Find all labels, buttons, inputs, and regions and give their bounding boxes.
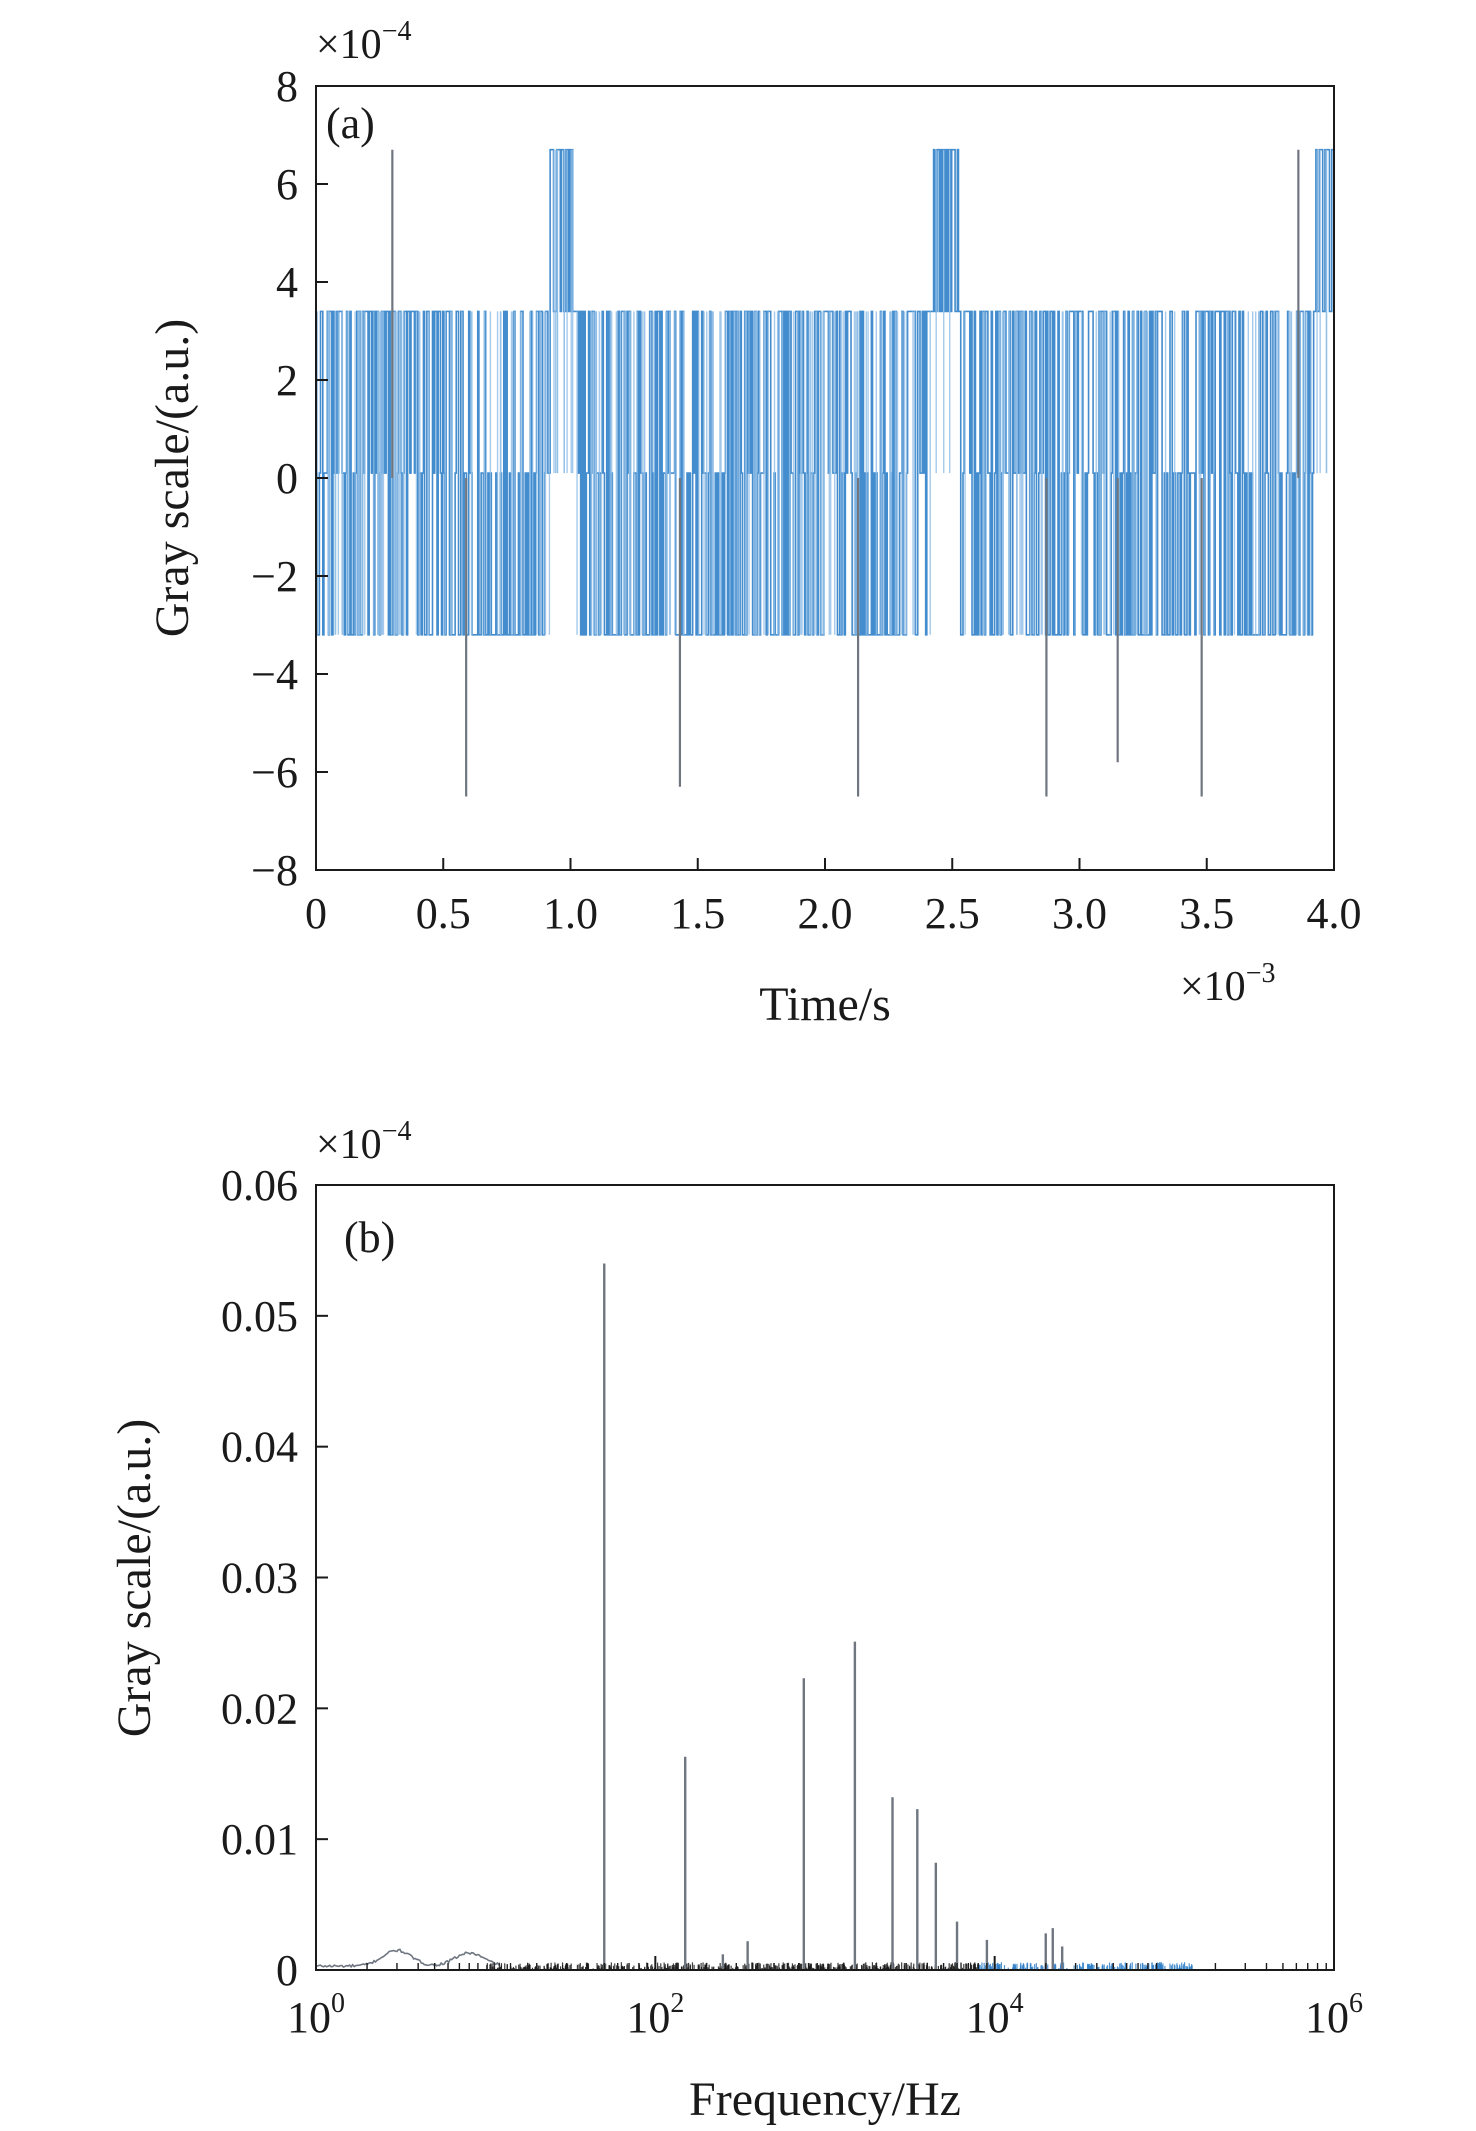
panel-a-label: (a) [326,99,375,148]
panel-b-ticks: 100 102 104 106 0 0.01 0.02 0.03 0.04 0.05 0.06 [221,1161,1363,2042]
panel-a-x-multiplier: ×10−3 [1180,958,1275,1010]
panel-a-x-multiplier-exp: −3 [1246,958,1276,989]
panel-a-y-multiplier: ×10−4 [316,16,411,68]
panel-b-y-tick-label: 0.01 [221,1815,298,1864]
panel-b-x-tick-label: 100 [287,1988,345,2042]
panel-b-y-tick-label: 0.06 [221,1161,298,1210]
panel-b-y-multiplier: ×10−4 [316,1116,411,1168]
panel-a-time-series: 0 0.5 1.0 1.5 2.0 2.5 3.0 3.5 4.0 −8 −6 −4 −2 0 2 4 6 8 (… [146,16,1362,1031]
panel-b-x-axis-title: Frequency/Hz [689,2073,961,2126]
panel-a-x-multiplier-base: ×10 [1180,964,1246,1010]
panel-a-y-tick-label: 8 [276,62,298,111]
panel-a-y-tick-label: 2 [276,356,298,405]
panel-a-y-multiplier-base: ×10 [316,22,382,68]
panel-a-x-tick-label: 1.0 [543,889,598,938]
panel-a-x-tick-label: 0.5 [416,889,471,938]
panel-a-y-tick-label: 6 [276,160,298,209]
time-series-signal [316,148,1334,636]
panel-a-ticks: 0 0.5 1.0 1.5 2.0 2.5 3.0 3.5 4.0 −8 −6 −4 −2 0 2 4 6 8 [251,62,1361,938]
panel-a-y-tick-label: −4 [251,650,298,699]
panel-a-x-tick-label: 3.5 [1179,889,1234,938]
panel-b-x-tick-label: 104 [966,1988,1024,2042]
panel-b-x-tick-label: 102 [626,1988,684,2042]
spectrum-peaks [603,1263,1064,1970]
panel-b-y-multiplier-exp: −4 [382,1116,412,1147]
panel-b-x-tick-label: 106 [1305,1988,1363,2042]
panel-b-y-multiplier-base: ×10 [316,1122,382,1168]
panel-b-y-tick-label: 0.05 [221,1292,298,1341]
spectrum-low-frequency-trace [315,1948,500,1969]
panel-b-y-tick-label: 0 [276,1946,298,1995]
panel-b-y-tick-label: 0.03 [221,1554,298,1603]
time-series-spikes [391,149,1300,797]
panel-b-y-tick-label: 0.04 [221,1423,298,1472]
panel-a-y-multiplier-exp: −4 [382,16,412,47]
panel-b-label: (b) [344,1213,395,1262]
panel-b-spectrum: 100 102 104 106 0 0.01 0.02 0.03 0.04 0.05 0.06 (b… [108,1116,1363,2126]
panel-b-plot-frame [315,1184,1335,1971]
panel-a-x-tick-label: 3.0 [1052,889,1107,938]
time-series-trace [316,148,1334,636]
panel-b-y-tick-label: 0.02 [221,1684,298,1733]
panel-b-y-axis-title: Gray scale/(a.u.) [108,1419,161,1738]
panel-a-y-tick-label: 4 [276,258,298,307]
panel-a-x-tick-label: 2.0 [798,889,853,938]
panel-a-x-tick-label: 1.5 [670,889,725,938]
panel-a-y-tick-label: −6 [251,748,298,797]
panel-a-y-axis-title: Gray scale/(a.u.) [146,319,199,638]
panel-a-y-tick-label: 0 [276,454,298,503]
panel-a-x-axis-title: Time/s [759,978,891,1031]
panel-a-y-tick-label: −2 [251,552,298,601]
panel-a-y-tick-label: −8 [251,846,298,895]
panel-a-x-tick-label: 0 [305,889,327,938]
panel-a-x-tick-label: 4.0 [1307,889,1362,938]
panel-a-x-tick-label: 2.5 [925,889,980,938]
